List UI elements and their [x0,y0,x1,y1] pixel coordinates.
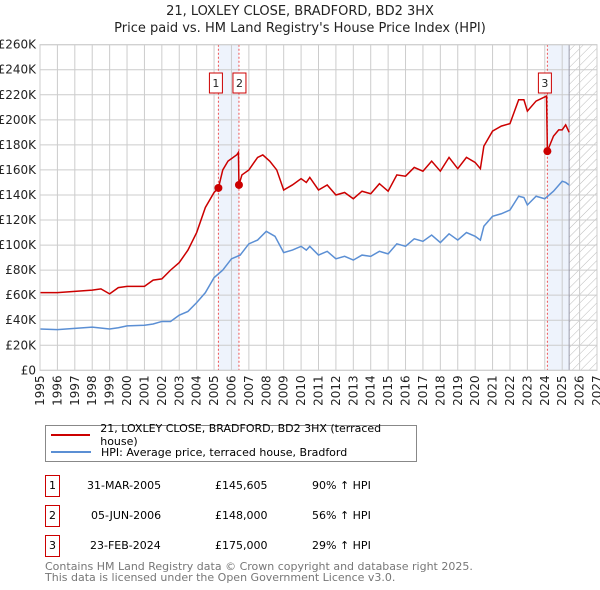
y-tick-label: £60K [5,288,37,302]
x-tick-label: 2017 [416,375,430,406]
x-tick-label: 2009 [277,375,291,406]
transaction-number: 1 [45,475,60,497]
x-tick-label: 2001 [137,375,151,406]
sale-period-shade [547,44,570,371]
x-tick-label: 2000 [120,375,134,406]
transaction-date: 23-FEB-2024 [90,539,161,552]
x-tick-label: 2015 [381,375,395,406]
transaction-price: £145,605 [215,479,268,492]
x-tick-label: 2018 [433,375,447,406]
plot-frame [39,44,598,371]
transaction-row: 2 05-JUN-2006 £148,000 56% ↑ HPI [45,505,465,527]
y-tick-label: £120K [0,213,37,227]
y-tick-label: £180K [0,138,37,152]
x-tick-label: 2014 [364,375,378,406]
x-tick-label: 2021 [486,375,500,406]
sale-point [214,183,223,192]
y-tick-label: £160K [0,163,37,177]
transaction-row: 3 23-FEB-2024 £175,000 29% ↑ HPI [45,535,465,557]
x-tick-label: 2008 [259,375,273,406]
x-tick-label: 2020 [468,375,482,406]
x-tick-label: 2005 [207,375,221,406]
x-tick-label: 2006 [224,375,238,406]
x-tick-label: 2004 [190,375,204,406]
x-tick-label: 2016 [399,375,413,406]
sale-label-box [537,72,552,94]
x-tick-label: 2010 [294,375,308,406]
footer-licence: This data is licensed under the Open Gov… [45,571,396,584]
property-price-line [40,94,570,295]
legend-blue-line [51,451,91,453]
transaction-row: 1 31-MAR-2005 £145,605 90% ↑ HPI [45,475,465,497]
footer-copyright: Contains HM Land Registry data © Crown c… [45,560,473,573]
x-tick-label: 1997 [68,375,82,406]
x-tick-label: 2003 [172,375,186,406]
transaction-date: 05-JUN-2006 [91,509,162,522]
sale-label: 1 [212,77,219,90]
forecast-hatch [569,44,597,371]
transaction-price: £175,000 [215,539,268,552]
x-tick-label: 1999 [103,375,117,406]
y-tick-label: £140K [0,188,37,202]
y-tick-label: £220K [0,88,37,102]
x-tick-label: 2023 [520,375,534,406]
x-tick-label: 2011 [312,375,326,406]
y-tick-label: £80K [5,263,37,277]
transaction-price: £148,000 [215,509,268,522]
footer: Contains HM Land Registry data © Crown c… [45,561,473,583]
x-tick-label: 2007 [242,375,256,406]
transaction-number: 3 [45,535,60,557]
x-tick-label: 2022 [503,375,517,406]
x-tick-label: 2026 [573,375,587,406]
y-tick-label: £100K [0,238,37,252]
transaction-hpi: 56% ↑ HPI [312,509,371,522]
sale-period-shade [218,44,239,371]
x-tick-label: 2024 [538,375,552,406]
legend-red-line [51,434,91,436]
x-tick-label: 2019 [451,375,465,406]
y-tick-label: £200K [0,113,37,127]
sale-label-box [208,72,223,94]
hpi-line [39,180,570,331]
transaction-hpi: 29% ↑ HPI [312,539,371,552]
sale-label-box [232,72,247,94]
y-tick-label: £260K [0,38,37,52]
x-tick-label: 1998 [85,375,99,406]
x-tick-label: 2025 [555,375,569,406]
x-tick-label: 2013 [346,375,360,406]
x-tick-label: 2027 [590,375,600,406]
legend: 21, LOXLEY CLOSE, BRADFORD, BD2 3HX (ter… [45,422,417,462]
legend-label-hpi: HPI: Average price, terraced house, Brad… [101,445,348,459]
x-tick-label: 2012 [329,375,343,406]
sale-point [234,180,243,189]
x-tick-label: 1996 [50,375,64,406]
x-tick-label: 1995 [33,375,47,406]
transaction-hpi: 90% ↑ HPI [312,479,371,492]
y-tick-label: £240K [0,63,37,77]
sale-label: 2 [236,77,243,90]
price-chart: 1995 1996 1997 1998 1999 2000 2001 2002 2003 2004… [0,38,600,406]
transaction-date: 31-MAR-2005 [87,479,162,492]
y-tick-label: £40K [5,313,37,327]
chart-subtitle: Price paid vs. HM Land Registry's House … [114,21,486,36]
transaction-number: 2 [45,505,60,527]
y-tick-label: £0 [21,363,36,377]
sale-point [543,147,552,156]
sale-label: 3 [541,77,548,90]
x-tick-label: 2002 [155,375,169,406]
legend-label-property: 21, LOXLEY CLOSE, BRADFORD, BD2 3HX (ter… [100,422,382,448]
y-tick-label: £20K [5,338,37,352]
chart-title: 21, LOXLEY CLOSE, BRADFORD, BD2 3HX [166,4,434,19]
